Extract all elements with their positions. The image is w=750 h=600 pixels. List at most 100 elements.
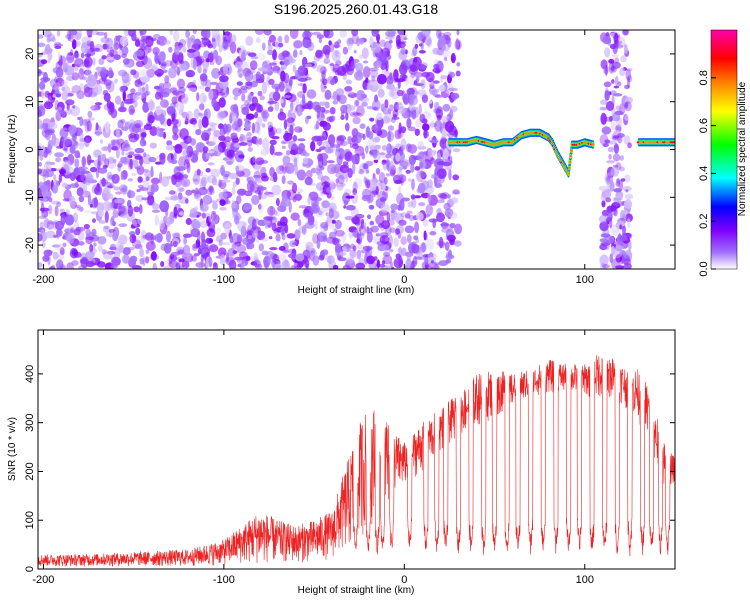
heatmap-cell xyxy=(207,128,212,132)
heatmap-cell xyxy=(99,154,106,166)
heatmap-cell xyxy=(241,168,251,178)
heatmap-cell xyxy=(352,116,361,125)
heatmap-cell xyxy=(407,178,412,183)
heatmap-cell xyxy=(271,184,282,196)
heatmap-cell xyxy=(76,187,84,197)
heatmap-cell xyxy=(250,56,259,60)
heatmap-cell xyxy=(238,154,245,159)
heatmap-cell xyxy=(454,223,462,235)
heatmap-cell xyxy=(409,108,420,119)
heatmap-cell xyxy=(615,105,622,111)
heatmap-cell xyxy=(447,234,456,242)
heatmap-cell xyxy=(156,40,160,45)
heatmap-cell xyxy=(406,234,412,244)
heatmap-cell xyxy=(62,242,67,248)
heatmap-cell xyxy=(610,66,616,71)
heatmap-cell xyxy=(234,215,240,225)
heatmap-cell xyxy=(226,149,236,159)
heatmap-cell xyxy=(54,106,63,112)
heatmap-cell xyxy=(352,181,358,193)
heatmap-cell xyxy=(166,118,172,127)
heatmap-cell xyxy=(59,247,65,256)
heatmap-cell xyxy=(438,84,446,92)
heatmap-cell xyxy=(104,182,114,186)
heatmap-cell xyxy=(40,203,45,214)
heatmap-cell xyxy=(277,42,284,48)
heatmap-cell xyxy=(291,182,298,194)
heatmap-cell xyxy=(330,166,340,174)
heatmap-cell xyxy=(320,207,329,212)
heatmap-cell xyxy=(327,163,337,175)
heatmap-cell xyxy=(173,152,177,161)
heatmap-cell xyxy=(38,161,42,167)
heatmap-cell xyxy=(329,63,335,67)
heatmap-cell xyxy=(112,210,119,218)
heatmap-cell xyxy=(247,136,253,147)
heatmap-cell xyxy=(421,30,431,37)
heatmap-cell xyxy=(213,262,217,268)
heatmap-cell xyxy=(354,244,365,250)
heatmap-cell xyxy=(216,110,226,121)
heatmap-cell xyxy=(389,227,396,234)
heatmap-cell xyxy=(365,145,369,154)
heatmap-cell xyxy=(600,192,607,202)
heatmap-cell xyxy=(567,166,571,169)
heatmap-cell xyxy=(436,114,442,121)
heatmap-cell xyxy=(57,30,61,37)
heatmap-cell xyxy=(395,34,401,46)
heatmap-cell xyxy=(272,49,277,61)
heatmap-cell xyxy=(66,225,75,230)
heatmap-cell xyxy=(150,166,154,178)
heatmap-cell xyxy=(409,263,415,269)
heatmap-cell xyxy=(619,166,625,172)
heatmap-cell xyxy=(58,109,67,116)
heatmap-cell xyxy=(237,188,247,196)
heatmap-cell xyxy=(199,103,205,111)
heatmap-cell xyxy=(196,55,205,64)
heatmap-cell xyxy=(251,195,260,205)
heatmap-cell xyxy=(49,79,57,85)
heatmap-cell xyxy=(254,121,260,134)
heatmap-cell xyxy=(608,58,615,64)
heatmap-cell xyxy=(294,164,299,175)
heatmap-cell xyxy=(393,69,399,81)
heatmap-cell xyxy=(199,203,209,212)
heatmap-cell xyxy=(210,81,218,86)
heatmap-cell xyxy=(111,139,121,151)
heatmap-cell xyxy=(153,85,160,90)
heatmap-cell xyxy=(405,76,415,84)
heatmap-cell xyxy=(393,101,399,113)
heatmap-cell xyxy=(337,174,345,185)
heatmap-cell xyxy=(253,138,259,145)
heatmap-cell xyxy=(108,232,113,238)
heatmap-cell xyxy=(407,201,414,208)
heatmap-cell xyxy=(386,83,395,90)
heatmap-cell xyxy=(350,60,357,69)
spectrogram-y-tick-label: -20 xyxy=(24,237,36,253)
heatmap-cell xyxy=(239,142,248,146)
heatmap-cell xyxy=(391,266,395,269)
heatmap-cell xyxy=(236,68,245,77)
heatmap-cell xyxy=(291,242,299,246)
heatmap-cell xyxy=(38,91,41,97)
heatmap-cell xyxy=(55,110,62,121)
heatmap-cell xyxy=(161,176,170,187)
heatmap-cell xyxy=(84,56,93,67)
heatmap-cell xyxy=(335,219,342,230)
heatmap-cell xyxy=(299,50,303,56)
heatmap-cell xyxy=(86,49,91,55)
heatmap-cell xyxy=(277,205,287,213)
heatmap-cell xyxy=(180,170,185,182)
heatmap-cell xyxy=(218,111,228,119)
heatmap-cell xyxy=(388,248,394,253)
heatmap-cell xyxy=(121,46,129,56)
heatmap-cell xyxy=(349,142,353,149)
heatmap-cell xyxy=(156,126,161,137)
heatmap-cell xyxy=(146,184,155,196)
heatmap-cell xyxy=(208,238,213,244)
heatmap-cell xyxy=(438,35,446,47)
heatmap-cell xyxy=(286,233,296,239)
heatmap-cell xyxy=(103,79,112,86)
heatmap-cell xyxy=(417,182,426,194)
heatmap-cell xyxy=(614,57,620,64)
